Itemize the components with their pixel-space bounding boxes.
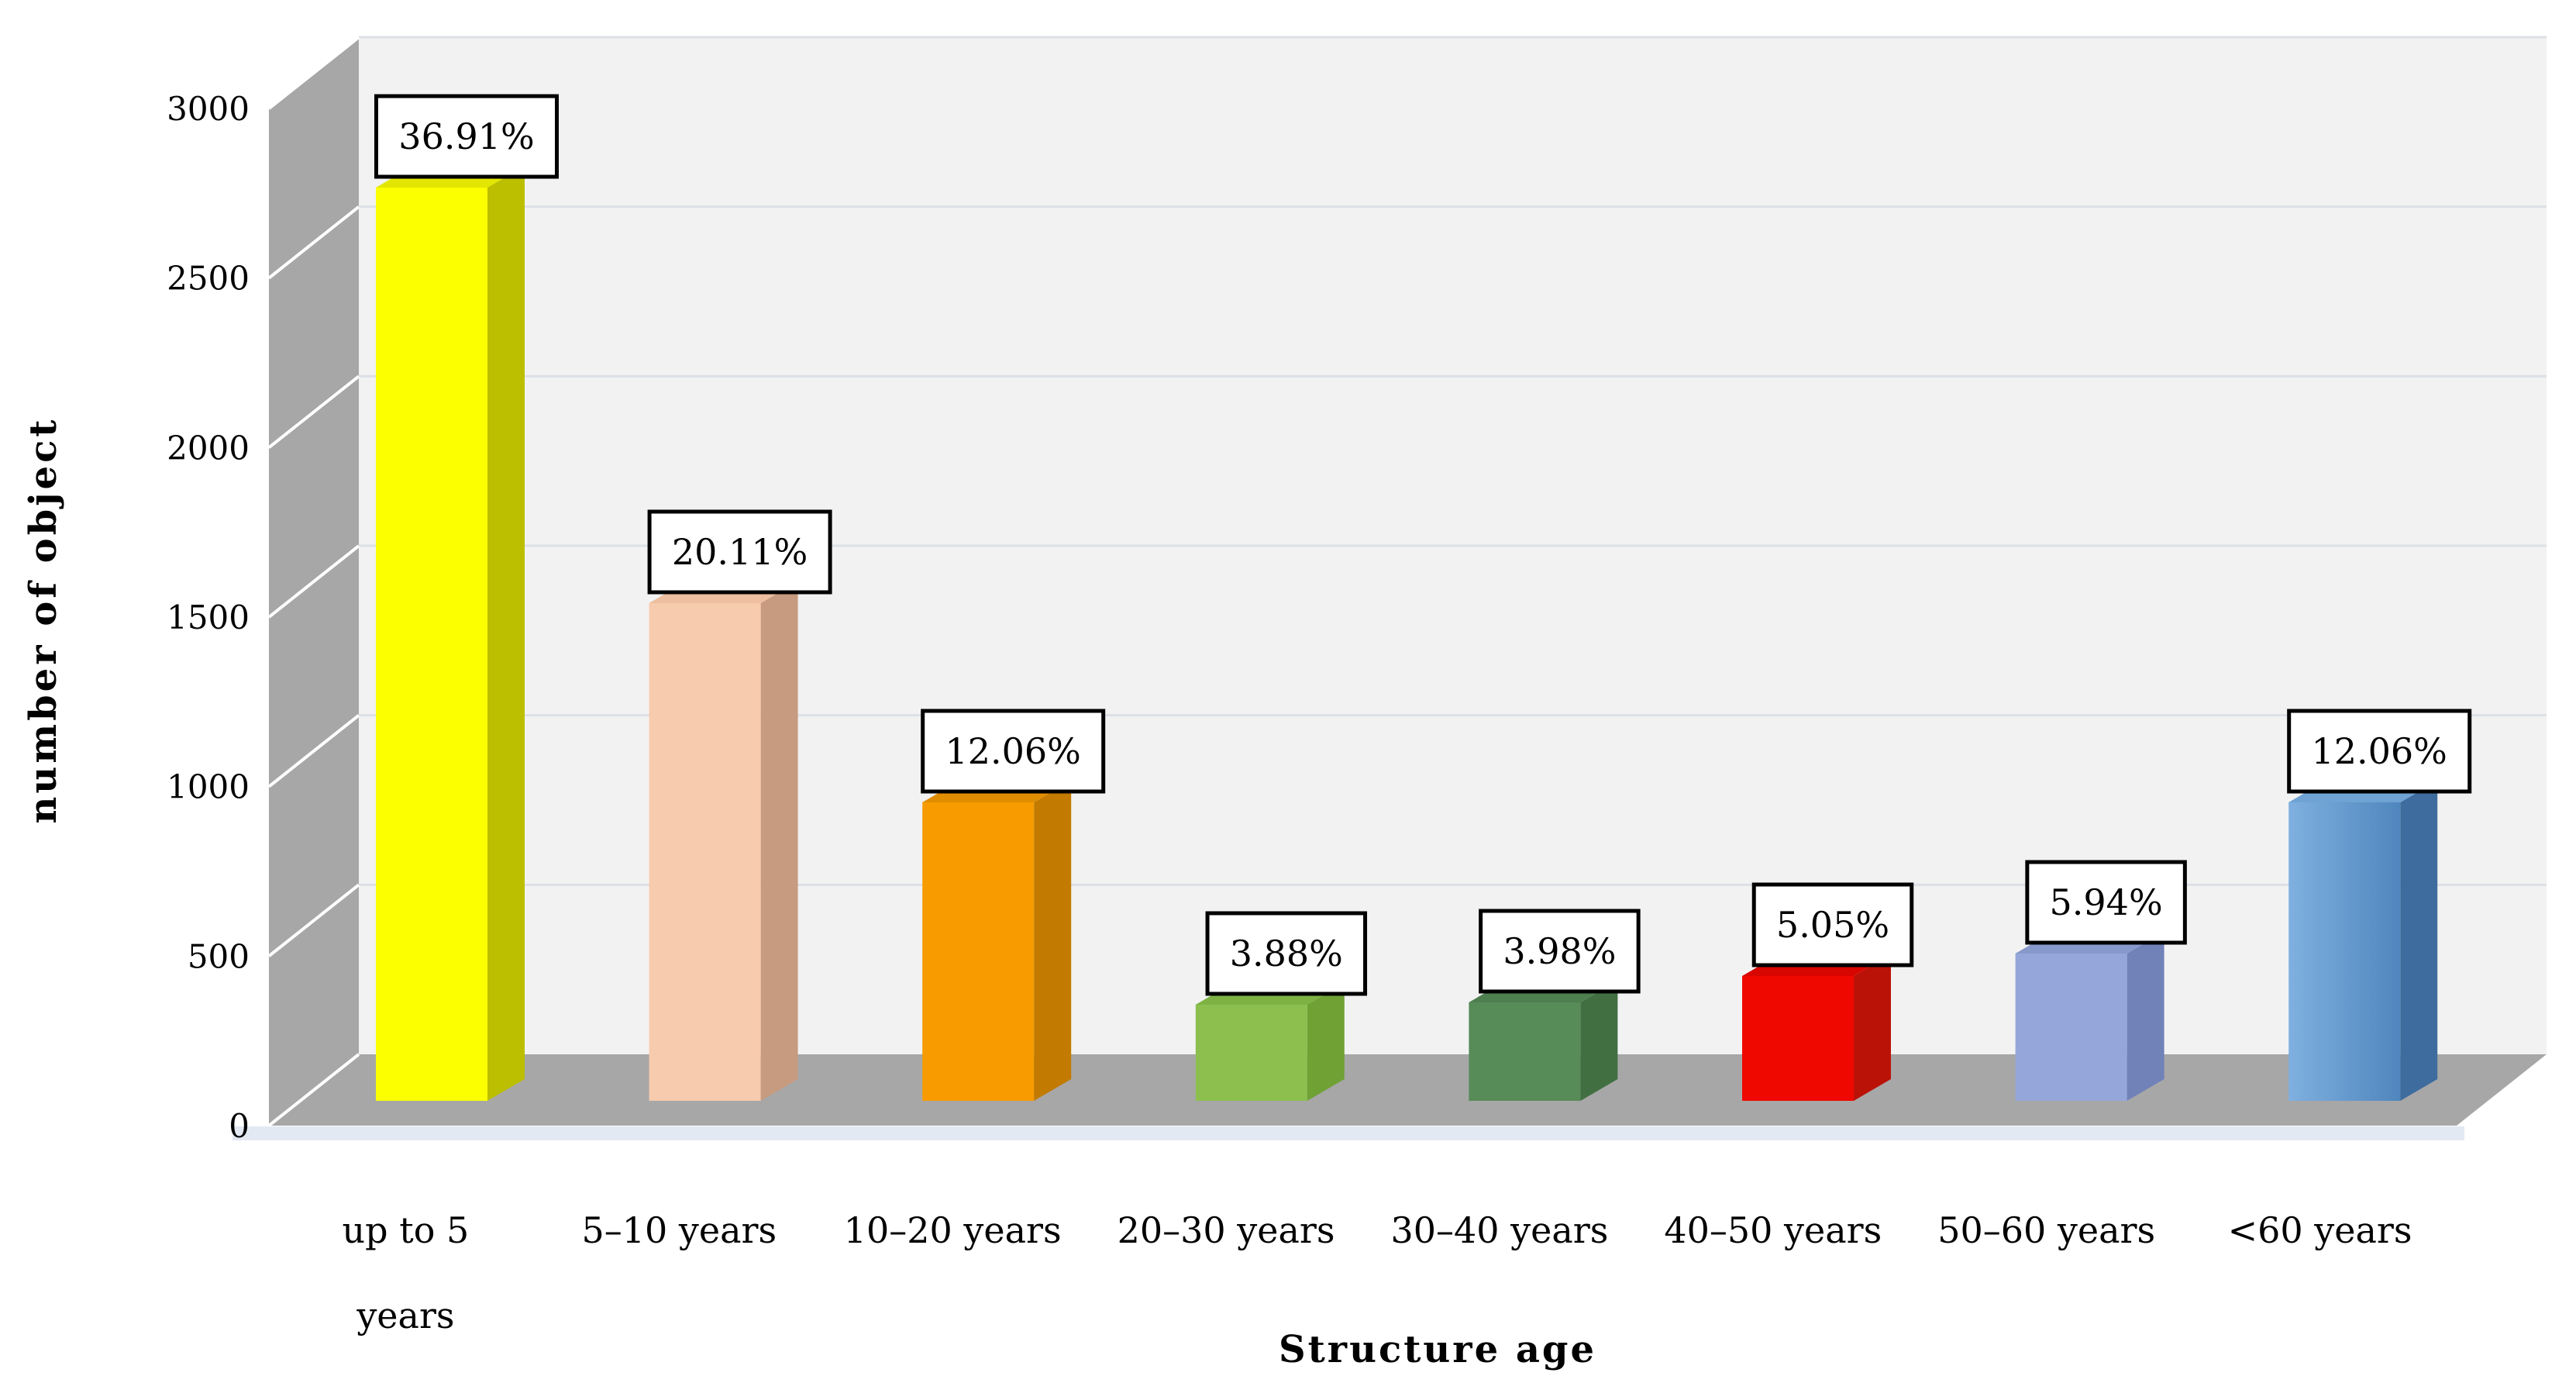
data-label: 5.05%: [1751, 882, 1914, 967]
bar-side-face: [760, 581, 798, 1101]
bar-side-face: [2400, 781, 2438, 1101]
bar-front-face: [1469, 1002, 1581, 1101]
y-tick-label: 2000: [167, 429, 250, 467]
gridline-side-wall: [267, 883, 360, 957]
x-category-label: 40–50 years: [1664, 1209, 1882, 1251]
gridline-side-wall: [267, 205, 360, 280]
gridline-side-wall: [267, 36, 360, 110]
bar-50-60-years: [2015, 932, 2164, 1101]
y-tick-label: 500: [188, 937, 250, 975]
data-label-box: [1205, 911, 1368, 996]
data-label-box: [921, 709, 1106, 794]
gridline-side-wall: [267, 714, 360, 788]
data-label-box: [1751, 882, 1914, 967]
x-category-label: up to 5: [343, 1209, 470, 1251]
x-category-label: 5–10 years: [581, 1209, 777, 1251]
bar-40-50-years: [1742, 954, 1891, 1101]
bar-5-10-years: [649, 581, 798, 1101]
bar-side-face: [1307, 983, 1345, 1101]
data-label-box: [1479, 909, 1641, 994]
data-label-value: 5.05%: [1776, 904, 1889, 946]
bar-up-to-5-years: [376, 166, 525, 1101]
bar-side-face: [1854, 954, 1891, 1101]
data-label: 3.88%: [1205, 911, 1368, 996]
y-axis-title: number of object: [22, 417, 65, 824]
gridline-side-wall: [267, 1053, 360, 1127]
data-label-value: 20.11%: [672, 531, 808, 573]
bar-side-face: [487, 166, 525, 1101]
x-category-label: 10–20 years: [844, 1209, 1062, 1251]
data-label: 5.94%: [2025, 860, 2187, 945]
gridline-side-wall: [267, 374, 360, 449]
data-label-box: [2287, 709, 2472, 794]
bar-front-face: [1742, 976, 1854, 1101]
chart-floor: [269, 1054, 2547, 1126]
y-tick-label: 2500: [167, 260, 250, 298]
gridline-side-wall: [267, 544, 360, 619]
x-category-label: 50–60 years: [1937, 1209, 2155, 1251]
y-tick-label: 3000: [167, 90, 250, 128]
data-label-value: 3.88%: [1230, 933, 1343, 974]
bar--60-years: [2288, 781, 2438, 1101]
bar-side-face: [1034, 781, 1072, 1101]
data-label-value: 5.94%: [2050, 881, 2163, 923]
bar-front-face: [922, 802, 1035, 1101]
bar-front-face: [649, 603, 761, 1101]
data-label: 12.06%: [2287, 709, 2472, 794]
y-tick-label: 1000: [167, 768, 250, 806]
y-tick-label: 0: [229, 1107, 250, 1145]
data-label: 3.98%: [1479, 909, 1641, 994]
data-label-value: 3.98%: [1503, 930, 1616, 972]
bar-side-face: [1580, 981, 1618, 1101]
bar-10-20-years: [922, 781, 1072, 1101]
x-category-label: 30–40 years: [1390, 1209, 1608, 1251]
x-axis-title: Structure age: [1279, 1328, 1596, 1371]
data-label-value: 36.91%: [398, 116, 534, 157]
data-label-box: [2025, 860, 2187, 945]
data-label-value: 12.06%: [2311, 730, 2447, 772]
y-tick-label: 1500: [167, 598, 250, 636]
bar-front-face: [1195, 1005, 1307, 1101]
data-label: 36.91%: [374, 94, 559, 179]
x-category-label: <60 years: [2228, 1209, 2412, 1251]
bar-30-40-years: [1469, 981, 1618, 1101]
data-label-box: [374, 94, 559, 179]
floor-shadow: [232, 1126, 2464, 1140]
bar-front-face: [376, 188, 487, 1101]
x-category-label: 20–30 years: [1118, 1209, 1335, 1251]
data-label-box: [647, 509, 832, 595]
bar-front-face: [2015, 954, 2127, 1101]
data-label: 20.11%: [647, 509, 832, 595]
data-label: 12.06%: [921, 709, 1106, 794]
bar-front-face: [2288, 802, 2401, 1101]
bar-side-face: [2127, 932, 2164, 1101]
data-label-value: 12.06%: [945, 730, 1080, 772]
bar-20-30-years: [1195, 983, 1345, 1101]
x-category-label: years: [356, 1295, 454, 1336]
